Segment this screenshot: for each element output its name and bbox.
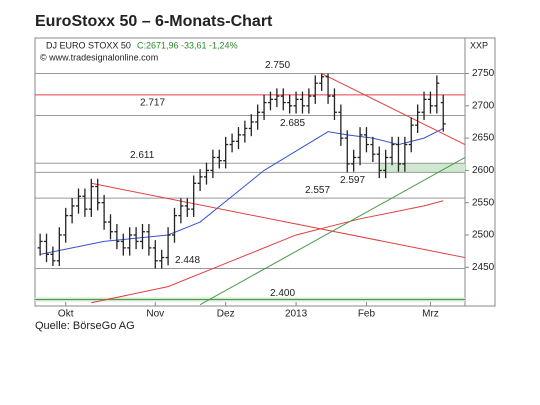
level-label: 2.557 <box>305 185 330 196</box>
indicator-line <box>91 182 466 259</box>
indicator-line <box>199 157 466 306</box>
instrument: DJ EURO STOXX 50 <box>46 40 131 50</box>
quote: C:2671,96 -33,61 -1,24% <box>137 40 238 50</box>
level-label: 2.685 <box>280 118 305 129</box>
x-tick-label: Feb <box>358 309 376 320</box>
indicator-line <box>321 73 466 146</box>
x-tick-label: 2013 <box>285 309 308 320</box>
level-label: 2.717 <box>140 97 165 108</box>
x-tick-label: Dez <box>217 309 235 320</box>
level-label: 2.448 <box>175 255 200 266</box>
y-tick-label: 2750 <box>472 68 495 79</box>
y-tick-label: 2500 <box>472 230 495 241</box>
level-label: 2.597 <box>340 175 365 186</box>
level-label: 2.400 <box>270 288 295 299</box>
y-tick-label: 2650 <box>472 133 495 144</box>
y-tick-label: 2550 <box>472 197 495 208</box>
x-tick-label: Nov <box>146 309 164 320</box>
y-tick-label: 2600 <box>472 165 495 176</box>
chart-title: EuroStoxx 50 – 6-Monats-Chart <box>35 13 273 30</box>
y-tick-label: 2450 <box>472 262 495 273</box>
x-tick-label: Okt <box>58 309 74 320</box>
indicator-line <box>40 127 444 255</box>
level-label: 2.611 <box>130 150 155 161</box>
copyright: © www.tradesignalonline.com <box>40 52 158 62</box>
indicator-line <box>91 200 444 304</box>
zone <box>379 163 465 173</box>
source: Quelle: BörseGo AG <box>35 320 135 332</box>
axis-code: XXP <box>470 40 488 50</box>
y-tick-label: 2700 <box>472 100 495 111</box>
level-label: 2.750 <box>265 60 290 71</box>
x-tick-label: Mrz <box>422 309 439 320</box>
